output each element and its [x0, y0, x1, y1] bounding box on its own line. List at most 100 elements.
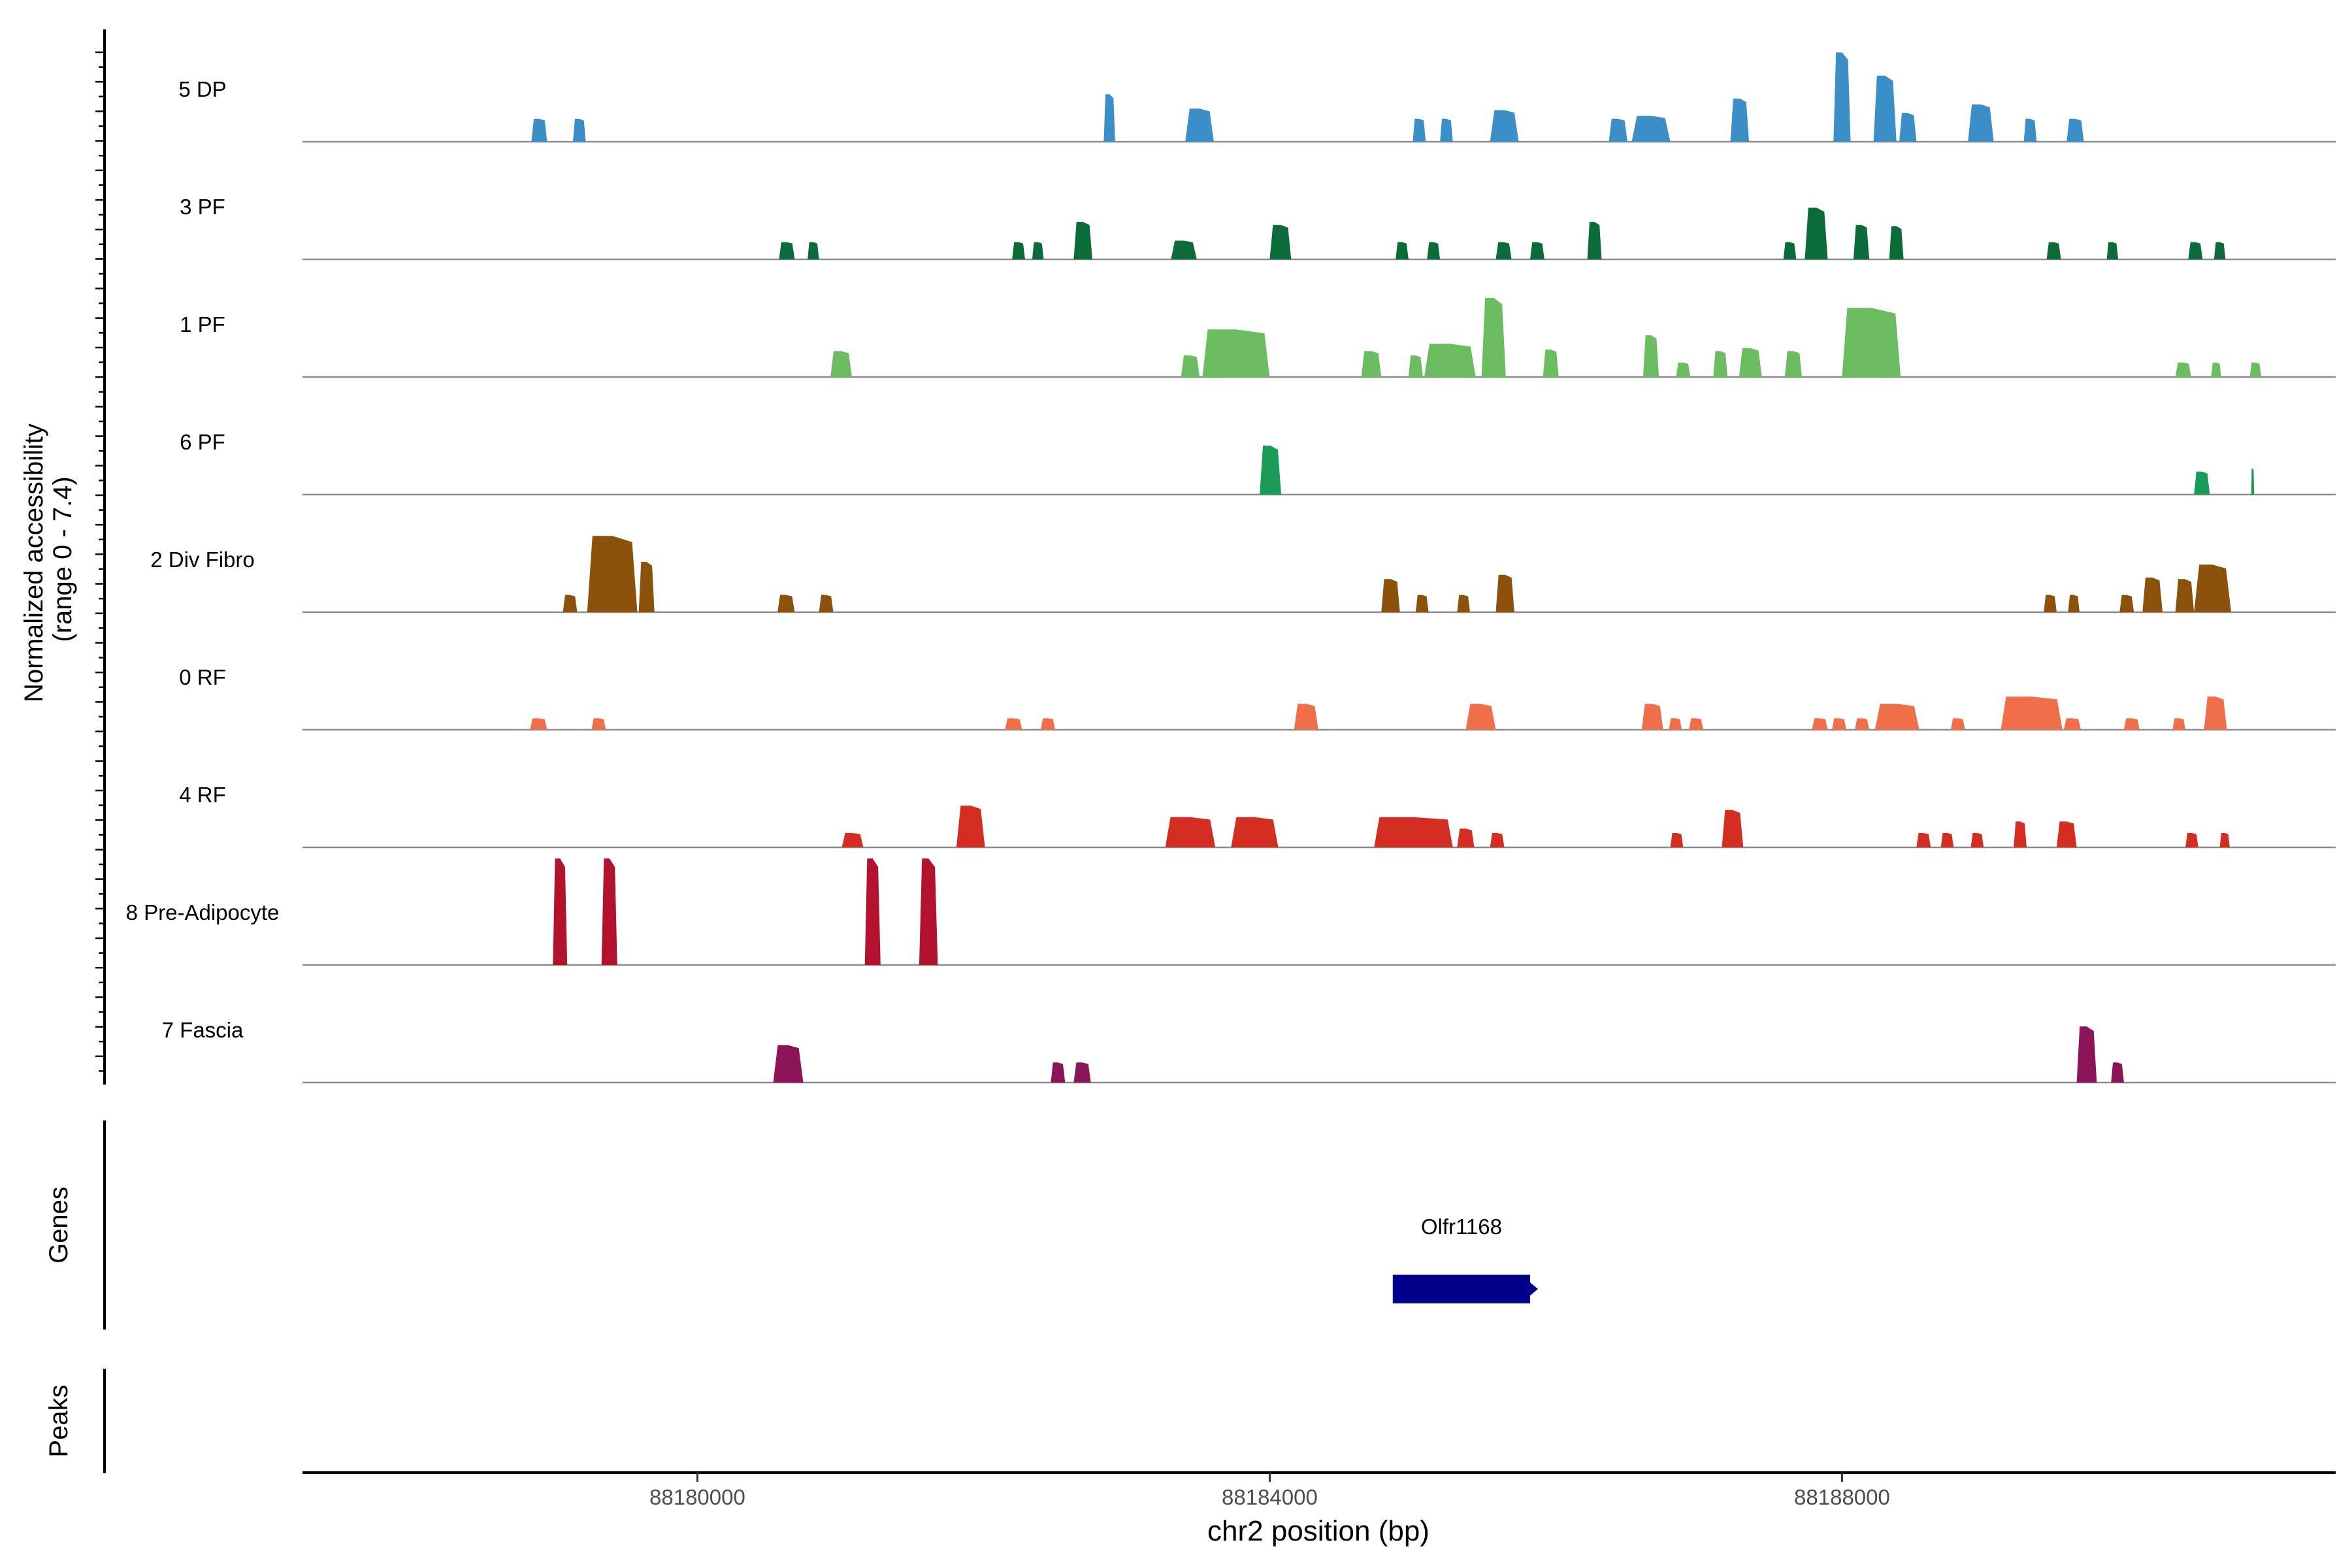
peak: [2172, 718, 2185, 730]
peak: [1490, 833, 1505, 847]
track-5: 2 Div Fibro: [150, 536, 2336, 613]
peak: [1832, 718, 1846, 730]
peak: [1361, 351, 1382, 377]
track-label: 2 Div Fibro: [150, 547, 255, 572]
peak: [2076, 1026, 2097, 1083]
peak: [1495, 242, 1512, 259]
track-label: 6 PF: [180, 430, 225, 454]
genes-track: Genes Olfr1168: [44, 1120, 1539, 1330]
peak: [1643, 335, 1659, 377]
peak: [1440, 118, 1453, 142]
peak: [1855, 718, 1870, 730]
gene-strand-arrow: [1530, 1282, 1539, 1296]
peak: [1260, 446, 1281, 495]
peak: [1381, 579, 1400, 612]
peak: [2185, 833, 2198, 847]
peak: [1812, 718, 1828, 730]
x-tick-label: 88184000: [1222, 1485, 1318, 1509]
peak: [1842, 308, 1901, 377]
peak: [1424, 344, 1476, 377]
peak: [1457, 595, 1470, 612]
peak: [956, 806, 985, 847]
peak: [1669, 718, 1682, 730]
track-label: 3 PF: [180, 195, 225, 219]
peak: [1005, 718, 1022, 730]
peak: [2046, 242, 2061, 259]
peak: [1970, 833, 1984, 847]
peak: [1457, 828, 1475, 847]
coverage-y-axis: [95, 29, 106, 1085]
coverage-tracks: 5 DP 3 PF 1 PF 6 PF 2 Div Fibro 0 RF 4 RF 8 Pre…: [126, 52, 2336, 1084]
peak: [1427, 242, 1441, 259]
gene-items: Olfr1168: [1392, 1215, 1539, 1303]
track-4: 6 PF: [180, 430, 2336, 496]
track-6: 0 RF: [179, 665, 2336, 731]
gene-label: Olfr1168: [1421, 1215, 1502, 1239]
peak: [1641, 704, 1663, 730]
peak: [2119, 595, 2134, 612]
peak: [830, 351, 852, 377]
peak: [1202, 329, 1270, 377]
peak: [1805, 207, 1828, 259]
peak: [1171, 240, 1197, 259]
y-axis-label: Normalized accessibility (range 0 - 7.4): [20, 416, 77, 702]
peak: [1165, 817, 1216, 847]
peak: [2213, 242, 2226, 259]
peak: [1670, 833, 1684, 847]
peak: [1689, 718, 1703, 730]
peak: [572, 118, 586, 142]
gene-body: [1392, 1275, 1531, 1303]
peak: [1730, 98, 1750, 142]
peak: [2014, 821, 2027, 847]
track-label: 0 RF: [179, 665, 226, 689]
track-label: 7 Fascia: [162, 1018, 244, 1042]
peak: [1833, 52, 1851, 142]
peak: [1783, 242, 1797, 259]
peak: [601, 858, 617, 965]
peak: [1408, 355, 1423, 377]
track-label: 4 RF: [179, 783, 226, 807]
peak: [1530, 242, 1544, 259]
peak: [2023, 118, 2037, 142]
peak: [1676, 363, 1691, 377]
x-tick-label: 88188000: [1794, 1485, 1890, 1509]
peak: [1940, 833, 1954, 847]
x-axis: 88180000 88184000 88188000 chr2 position (…: [302, 1471, 2336, 1547]
peak: [2194, 471, 2210, 495]
peak: [1012, 242, 1025, 259]
peak: [1950, 718, 1965, 730]
y-axis-label-line1: Normalized accessibility: [20, 423, 48, 702]
peak: [587, 536, 638, 612]
peak: [1073, 221, 1092, 259]
track-9: 7 Fascia: [162, 1018, 2336, 1084]
gene-olfr1168: Olfr1168: [1392, 1215, 1539, 1303]
peak: [1739, 348, 1762, 377]
peak: [2175, 363, 2191, 377]
track-7: 4 RF: [179, 783, 2336, 849]
peak: [1231, 817, 1279, 847]
peak: [2194, 564, 2232, 612]
peak: [1899, 112, 1917, 142]
peak: [1465, 704, 1496, 730]
peaks-track-label: Peaks: [44, 1384, 73, 1457]
peak: [1051, 1062, 1066, 1083]
peak: [2204, 696, 2227, 730]
peak: [808, 242, 819, 259]
peak: [1968, 104, 1994, 142]
peak: [2188, 242, 2203, 259]
peak: [1543, 350, 1559, 377]
peak: [1413, 118, 1426, 142]
peak: [1495, 574, 1514, 612]
x-axis-ticks: 88180000 88184000 88188000: [649, 1473, 1890, 1509]
track-2: 3 PF: [180, 195, 2336, 261]
peak: [2175, 579, 2195, 612]
peak: [2063, 718, 2082, 730]
peak: [1415, 595, 1429, 612]
peak: [819, 595, 834, 612]
x-tick-label: 88180000: [649, 1485, 745, 1509]
peak: [2251, 468, 2255, 495]
peak: [1609, 118, 1627, 142]
peak: [1181, 355, 1200, 377]
peak: [1713, 351, 1728, 377]
peak: [1041, 718, 1055, 730]
